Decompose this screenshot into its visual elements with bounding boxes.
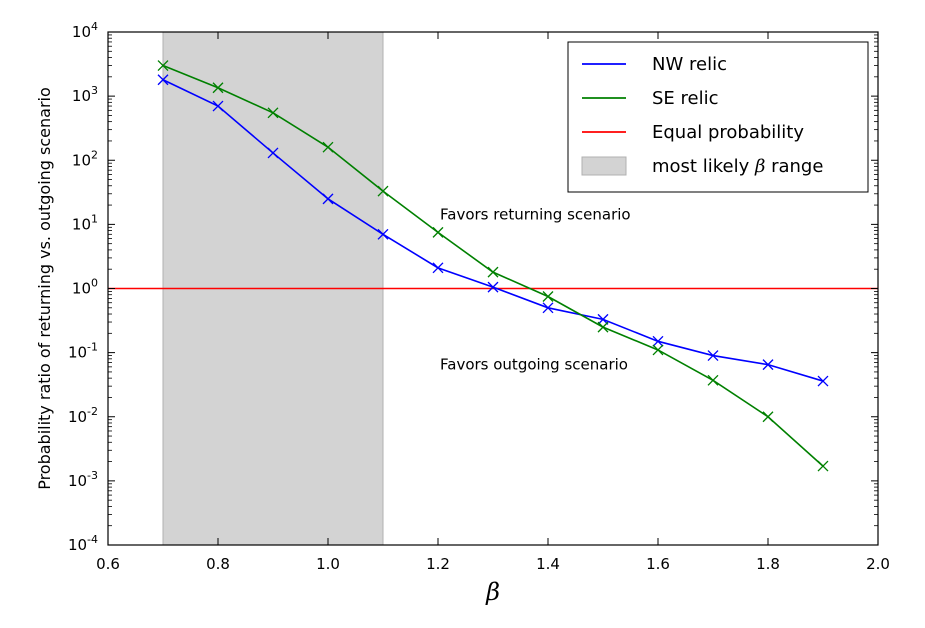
- legend-label: NW relic: [652, 54, 727, 75]
- x-tick-label: 1.6: [646, 555, 670, 573]
- nw-relic-point: [762, 359, 774, 371]
- x-tick-label: 2.0: [866, 555, 890, 573]
- se-relic-point: [377, 185, 389, 197]
- legend-label: Equal probability: [652, 122, 804, 143]
- se-relic-point: [212, 82, 224, 94]
- nw-relic-point: [487, 281, 499, 293]
- nw-relic-point: [432, 262, 444, 274]
- y-tick-label: 10-1: [68, 341, 98, 362]
- legend-label: SE relic: [652, 88, 719, 109]
- y-tick-label: 10-2: [68, 405, 98, 426]
- nw-relic-point: [322, 193, 334, 205]
- nw-relic-point: [377, 228, 389, 240]
- y-tick-label: 103: [72, 84, 98, 105]
- x-tick-label: 1.4: [536, 555, 560, 573]
- se-relic-point: [762, 411, 774, 423]
- x-axis-title: β: [485, 578, 500, 606]
- nw-relic-point: [267, 147, 279, 159]
- nw-relic-point: [817, 375, 829, 387]
- se-relic-point: [432, 226, 444, 238]
- nw-relic-point: [212, 100, 224, 112]
- se-relic-point: [322, 141, 334, 153]
- y-tick-label: 101: [72, 212, 98, 233]
- legend-beta-range: most likely β range: [581, 156, 823, 177]
- legend-se-relic: SE relic: [582, 88, 719, 109]
- y-tick-label: 10-4: [68, 533, 98, 554]
- y-axis-title: Probability ratio of returning vs. outgo…: [35, 87, 54, 490]
- se-relic-point: [487, 266, 499, 278]
- nw-relic-point: [652, 335, 664, 347]
- legend-equal-probability: Equal probability: [582, 122, 804, 143]
- legend-label: most likely β range: [652, 156, 823, 177]
- se-relic-point: [157, 60, 169, 71]
- x-tick-label: 0.8: [206, 555, 230, 573]
- y-tick-label: 10-3: [68, 469, 98, 490]
- legend-nw-relic: NW relic: [582, 54, 727, 75]
- y-tick-label: 104: [72, 20, 98, 41]
- x-tick-label: 1.0: [316, 555, 340, 573]
- se-relic-point: [652, 344, 664, 356]
- se-relic-point: [267, 107, 279, 119]
- y-tick-label: 100: [72, 277, 98, 298]
- nw-relic-point: [597, 313, 609, 325]
- se-relic-point: [707, 374, 719, 386]
- x-tick-label: 1.2: [426, 555, 450, 573]
- x-tick-label: 1.8: [756, 555, 780, 573]
- se-relic-point: [542, 291, 554, 302]
- se-relic-point: [597, 321, 609, 333]
- annotation: Favors returning scenario: [440, 205, 631, 223]
- nw-relic-point: [157, 74, 169, 86]
- se-relic-point: [817, 460, 829, 472]
- annotation: Favors outgoing scenario: [440, 355, 628, 373]
- nw-relic-point: [707, 350, 719, 362]
- y-tick-label: 102: [72, 148, 98, 169]
- nw-relic-point: [542, 302, 554, 314]
- x-tick-label: 0.6: [96, 555, 120, 573]
